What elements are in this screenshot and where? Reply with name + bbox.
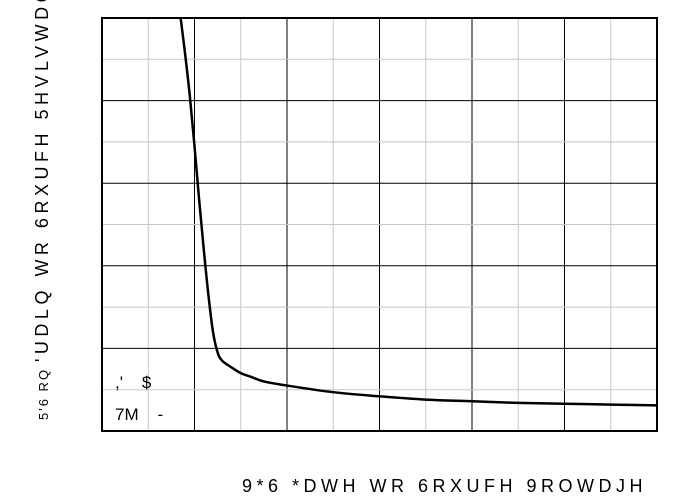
annotation-line-2: 7M - bbox=[115, 405, 163, 424]
y-axis-label-sub: 5'6 RQ bbox=[36, 368, 51, 420]
y-axis-label: 5'6 RQ 'UDLQ WR 6RXUFH 5HVLVWDQFH bbox=[32, 0, 52, 420]
series-line bbox=[179, 17, 658, 407]
y-axis-label-main: 'UDLQ WR 6RXUFH 5HVLVWDQFH bbox=[32, 0, 52, 362]
grid bbox=[102, 18, 657, 431]
annotation-line-1: ,' $ bbox=[115, 373, 152, 392]
plot-frame bbox=[101, 17, 658, 432]
x-axis-label: 9*6 *DWH WR 6RXUFH 9ROWDJH bbox=[242, 476, 647, 496]
